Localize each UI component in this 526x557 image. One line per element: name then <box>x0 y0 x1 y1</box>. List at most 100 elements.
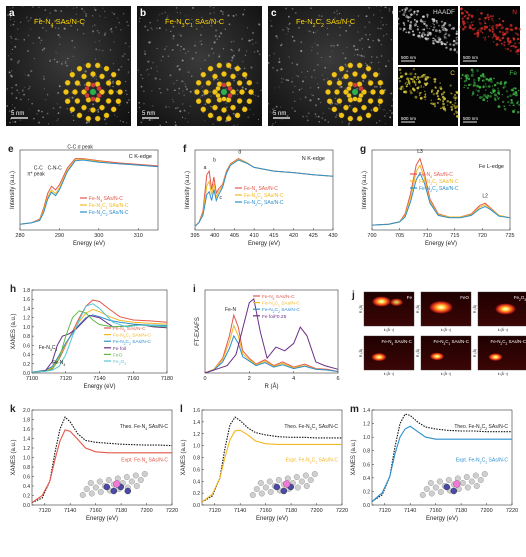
x-tick-label: 705 <box>395 233 404 239</box>
y-tick-label: 2.0 <box>23 408 30 414</box>
structure-inset <box>419 471 488 499</box>
legend-entry: Fe-N2C2 SAs/N-C <box>113 339 151 346</box>
x-tick-label: 7160 <box>90 508 102 514</box>
eds-tile-haadf: HAADF 500 nm <box>397 6 460 65</box>
x-tick-label: 7140 <box>64 508 76 514</box>
scale-bar-label: 500 nm <box>463 55 478 60</box>
legend-entry: Fe-N4 SAs/N-C <box>244 186 278 193</box>
chart-h: 7100 7120 7140 7160 7180 0.0 0.2 0.4 0.6 0.8 1.0 1.… <box>10 284 173 390</box>
panel-letter: b <box>140 8 146 19</box>
annotation: Fe-N4 <box>52 360 65 367</box>
series-line-3 <box>204 297 339 374</box>
y-tick-label: 0.0 <box>23 503 30 509</box>
annotation: C-N-C <box>48 166 63 172</box>
x-tick-label: 7200 <box>140 508 152 514</box>
eds-element-label: HAADF <box>433 9 455 16</box>
x-tick-label: 280 <box>15 233 24 239</box>
structure-inset <box>249 471 318 499</box>
scale-bar-label: 500 nm <box>401 116 416 121</box>
wavelet-tile: Fe-N3C1 SAs/N-C R (Å) k (Å⁻¹) <box>415 335 472 376</box>
annotation: Fe L-edge <box>479 164 504 170</box>
series-line-1 <box>371 163 511 226</box>
y-axis-label: XANES (a.u.) <box>181 439 187 475</box>
eds-tile-fe: Fe 500 nm <box>460 67 521 126</box>
x-axis-label: Energy (eV) <box>425 241 457 247</box>
y-tick-label: 0.4 <box>363 476 370 482</box>
y-tick-label: 1.2 <box>193 432 200 438</box>
x-tick-label: 405 <box>230 233 239 239</box>
y-tick-label: 0.0 <box>23 371 30 377</box>
x-axis-label: Energy (eV) <box>83 384 115 390</box>
x-tick-label: 7140 <box>404 508 416 514</box>
y-tick-label: 0.6 <box>193 467 200 473</box>
x-tick-label: 4 <box>292 376 295 382</box>
legend-entry: Fe foil <box>113 346 126 352</box>
y-tick-label: 0.0 <box>363 503 370 509</box>
wavelet-x-label: k (Å⁻¹) <box>441 371 451 376</box>
legend-entry: Fe-N2C2 SAs/N-C <box>89 210 129 217</box>
x-tick-label: 7120 <box>209 508 221 514</box>
annotation: a <box>204 165 207 171</box>
x-tick-label: 425 <box>309 233 318 239</box>
y-tick-label: 0.2 <box>363 489 370 495</box>
legend-entry: Fe-N3C1 SAs/N-C <box>419 179 459 186</box>
x-tick-label: 7220 <box>336 508 348 514</box>
series-line-2 <box>204 334 339 374</box>
x-tick-label: 7160 <box>430 508 442 514</box>
x-tick-label: 6 <box>336 376 339 382</box>
scale-bar-label: 5 nm <box>11 111 24 117</box>
y-tick-label: 0.4 <box>193 479 200 485</box>
eds-element-label: Fe <box>509 70 517 77</box>
x-tick-label: 430 <box>328 233 337 239</box>
y-tick-label: 1.8 <box>23 418 30 424</box>
sample-label: Fe-N2C2 SAs/N-C <box>296 17 356 29</box>
y-tick-label: 1.4 <box>23 306 30 312</box>
wavelet-sample-label: Fe-N2C2 SAs/N-C <box>490 339 526 346</box>
chart-l: 7120 7140 7160 7180 7200 7220 0.0 0.2 0.4 0.6 0.8 1… <box>180 404 348 522</box>
y-tick-label: 1.2 <box>363 422 370 428</box>
y-tick-label: 0.8 <box>193 456 200 462</box>
y-tick-label: 1.6 <box>23 427 30 433</box>
y-axis-label: XANES (a.u.) <box>351 439 357 475</box>
x-tick-label: 715 <box>450 233 459 239</box>
y-tick-label: 1.4 <box>193 420 200 426</box>
series-line-1 <box>201 429 342 503</box>
x-tick-label: 300 <box>94 233 103 239</box>
sample-label: Fe-N3C1 SAs/N-C <box>165 17 225 29</box>
annotation: C K-edge <box>129 154 152 160</box>
x-axis-label: Energy (eV) <box>73 241 105 247</box>
panel-letter: d <box>392 7 398 18</box>
y-tick-label: 0.8 <box>363 449 370 455</box>
wavelet-x-label: k (Å⁻¹) <box>384 327 394 332</box>
y-tick-label: 1.0 <box>363 435 370 441</box>
y-tick-label: 1.0 <box>193 444 200 450</box>
eds-tile-c: C 500 nm <box>397 67 460 126</box>
x-tick-label: 7160 <box>127 376 139 382</box>
chart-m: 7120 7140 7160 7180 7200 7220 0.0 0.2 0.4 0.6 0.8 1… <box>350 404 518 522</box>
panel-letter: j <box>351 290 355 301</box>
x-axis-label: Energy (eV) <box>86 516 118 522</box>
wavelet-y-label: R (Å) <box>472 305 477 313</box>
x-tick-label: 700 <box>367 233 376 239</box>
annotation: L3 <box>417 149 423 155</box>
x-tick-label: 7120 <box>39 508 51 514</box>
x-axis-label: Energy (eV) <box>256 516 288 522</box>
eds-mapping-d: HAADF 500 nm N 500 nm C 500 nm Fe 500 nm d <box>392 6 522 126</box>
wavelet-y-label: R (Å) <box>358 305 363 313</box>
y-tick-label: 0.2 <box>23 494 30 500</box>
annotation: b <box>213 158 216 164</box>
eds-element-label: C <box>450 70 455 77</box>
scale-bar-label: 5 nm <box>273 111 286 117</box>
legend-entry: Fe-N2C2 SAs/N-C <box>262 307 300 314</box>
legend-entry: Theo. Fe-N3C1 SAs/N-C <box>284 424 338 431</box>
annotation: c <box>219 195 222 201</box>
legend-entry: Fe-N2C2 SAs/N-C <box>419 186 459 193</box>
plot-frame <box>194 149 334 231</box>
atomic-model <box>325 62 385 122</box>
legend-entry: Expt. Fe-N2C2 SAs/N-C <box>456 457 509 464</box>
series-line-2 <box>19 159 159 225</box>
series-line-1 <box>31 429 172 504</box>
annotation: L2 <box>482 194 488 200</box>
